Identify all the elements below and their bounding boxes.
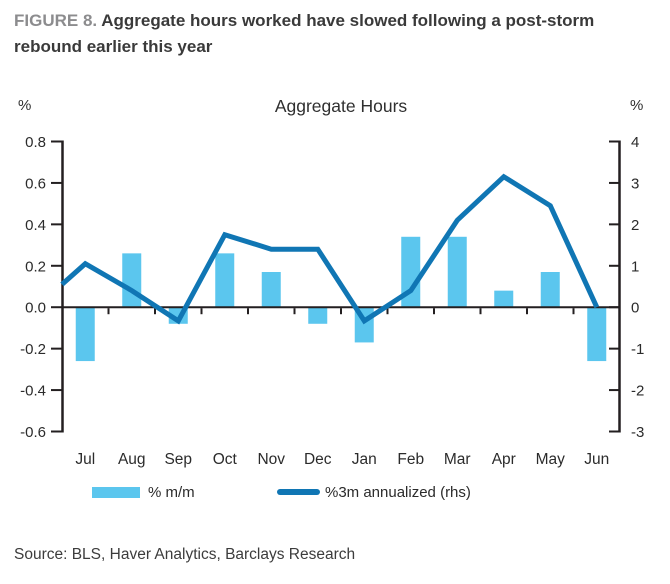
right-tick-label--3: -3 [631,424,644,441]
figure-number-label: FIGURE 8. [14,11,98,30]
bar-Aug [122,253,142,308]
right-tick-label-3: 3 [631,175,639,192]
bar-Nov [261,272,281,308]
bar-May [540,272,560,308]
left-tick-label-0.0: 0.0 [25,300,46,317]
bar-Mar [447,236,467,308]
month-label-Sep: Sep [164,451,192,468]
line-series-swatch-icon [277,489,320,495]
left-tick-label-0.8: 0.8 [25,134,46,151]
chart-plot-area: 0.8 0.6 0.4 0.2 0.0 -0.2 -0.4 -0.6 4 3 2 1 0 -1 -2 -3 Ju… [20,134,644,468]
month-label-Dec: Dec [304,451,332,468]
legend-item-3m: %3m annualized (rhs) [277,481,471,503]
source-attribution: Source: BLS, Haver Analytics, Barclays R… [14,546,356,563]
bar-Jun [587,307,607,362]
trend-line-3m-annualized [60,173,600,325]
bar-Oct [215,253,235,308]
month-label-Apr: Apr [492,451,516,468]
bar-series-swatch-icon [92,486,140,498]
legend-label-mm: % m/m [148,483,195,501]
legend-item-mm: % m/m [92,481,195,503]
right-axis-unit-label: % [630,97,644,114]
left-tick-label-0.2: 0.2 [25,258,46,275]
bar-Jul [75,307,95,362]
left-tick-label-0.4: 0.4 [25,217,46,234]
bar-Dec [308,307,328,324]
bar-Apr [494,290,514,308]
month-label-Jun: Jun [584,451,609,468]
left-tick-label--0.2: -0.2 [20,341,46,358]
month-label-Aug: Aug [118,451,146,468]
figure-header: FIGURE 8. Aggregate hours worked have sl… [14,8,659,60]
right-tick-label-1: 1 [631,258,639,275]
month-label-Jul: Jul [75,451,95,468]
right-tick-label-2: 2 [631,217,639,234]
chart-title: Aggregate Hours [274,96,408,116]
left-tick-label--0.4: -0.4 [20,383,46,400]
month-label-Oct: Oct [213,451,238,468]
right-tick-label-0: 0 [631,300,639,317]
right-tick-label--2: -2 [631,383,644,400]
month-label-Mar: Mar [444,451,471,468]
legend-label-3m: %3m annualized (rhs) [325,483,471,501]
chart-legend: % m/m %3m annualized (rhs) [0,481,670,503]
month-label-Feb: Feb [397,451,424,468]
left-axis-unit-label: % [18,97,32,114]
right-tick-label--1: -1 [631,341,644,358]
left-tick-label--0.6: -0.6 [20,424,46,441]
figure-title-text: Aggregate hours worked have slowed follo… [14,11,595,56]
right-tick-label-4: 4 [631,134,639,151]
month-label-Nov: Nov [257,451,285,468]
left-tick-label-0.6: 0.6 [25,175,46,192]
month-label-May: May [536,451,566,468]
bar-Feb [401,236,421,308]
month-label-Jan: Jan [352,451,377,468]
